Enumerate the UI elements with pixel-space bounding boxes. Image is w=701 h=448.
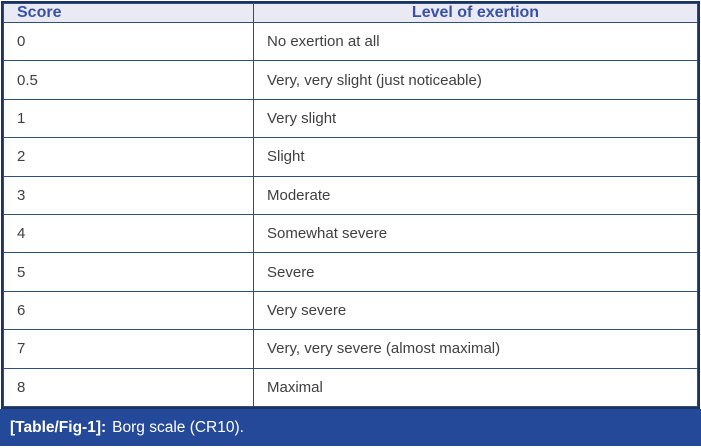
level-cell: Somewhat severe bbox=[253, 213, 698, 254]
borg-scale-table: Score Level of exertion 0 No exertion at… bbox=[3, 3, 698, 408]
table-row: 2 Slight bbox=[3, 137, 698, 177]
level-cell: No exertion at all bbox=[253, 21, 698, 62]
level-cell: Very, very slight (just noticeable) bbox=[253, 60, 698, 100]
score-cell: 6 bbox=[3, 290, 254, 331]
header-row: Score Level of exertion bbox=[3, 3, 698, 23]
table-row: 6 Very severe bbox=[3, 290, 698, 331]
table-row: 1 Very slight bbox=[3, 98, 698, 139]
table-row: 8 Maximal bbox=[3, 367, 698, 408]
level-cell: Very severe bbox=[253, 290, 698, 331]
level-cell: Severe bbox=[253, 252, 698, 292]
score-cell: 0 bbox=[3, 21, 254, 62]
score-cell: 3 bbox=[3, 175, 254, 215]
table-row: 5 Severe bbox=[3, 252, 698, 292]
table-row: 4 Somewhat severe bbox=[3, 213, 698, 254]
table-caption: [Table/Fig-1]: Borg scale (CR10). bbox=[0, 409, 701, 446]
score-cell: 0.5 bbox=[3, 60, 254, 100]
score-cell: 2 bbox=[3, 137, 254, 177]
score-cell: 7 bbox=[3, 329, 254, 369]
table-row: 0.5 Very, very slight (just noticeable) bbox=[3, 60, 698, 100]
level-cell: Moderate bbox=[253, 175, 698, 215]
score-cell: 8 bbox=[3, 367, 254, 408]
column-header-score: Score bbox=[3, 3, 254, 23]
score-cell: 1 bbox=[3, 98, 254, 139]
table-row: 7 Very, very severe (almost maximal) bbox=[3, 329, 698, 369]
level-cell: Maximal bbox=[253, 367, 698, 408]
level-cell: Very, very severe (almost maximal) bbox=[253, 329, 698, 369]
score-cell: 4 bbox=[3, 213, 254, 254]
table-row: 0 No exertion at all bbox=[3, 21, 698, 62]
caption-text: Borg scale (CR10). bbox=[112, 418, 244, 436]
table-row: 3 Moderate bbox=[3, 175, 698, 215]
column-header-level-of-exertion: Level of exertion bbox=[253, 3, 698, 23]
caption-label: [Table/Fig-1]: bbox=[10, 418, 107, 436]
level-cell: Slight bbox=[253, 137, 698, 177]
table-frame: Score Level of exertion 0 No exertion at… bbox=[1, 1, 700, 409]
level-cell: Very slight bbox=[253, 98, 698, 139]
score-cell: 5 bbox=[3, 252, 254, 292]
